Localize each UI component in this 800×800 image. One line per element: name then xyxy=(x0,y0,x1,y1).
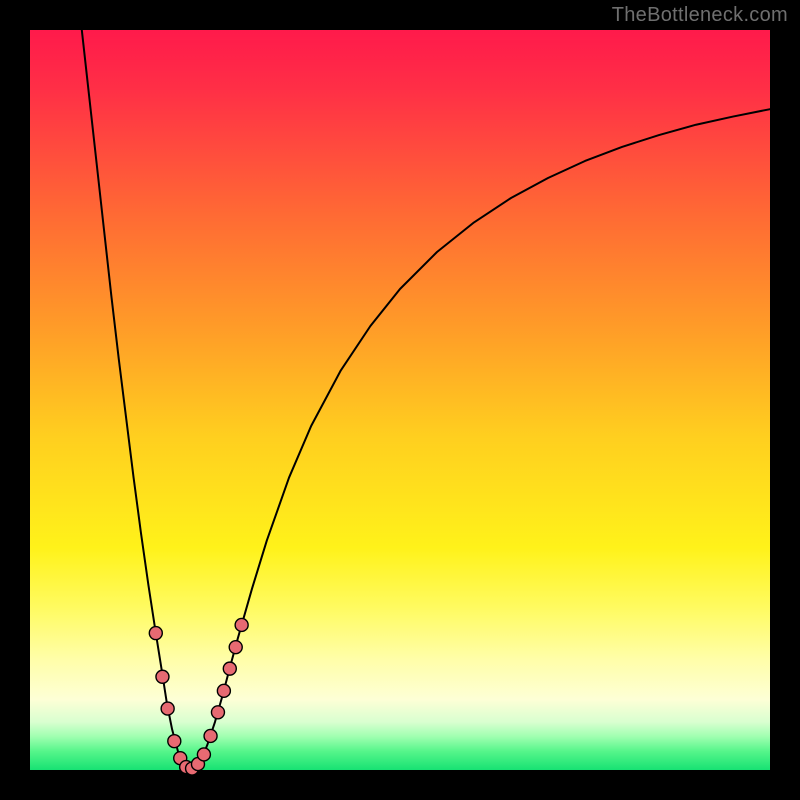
marker-point xyxy=(168,735,181,748)
marker-point xyxy=(211,706,224,719)
marker-point xyxy=(204,729,217,742)
watermark-label: TheBottleneck.com xyxy=(612,4,788,27)
marker-point xyxy=(156,670,169,683)
marker-point xyxy=(161,702,174,715)
plot-area xyxy=(30,30,770,770)
curve-markers xyxy=(149,618,248,775)
marker-point xyxy=(197,748,210,761)
curve-layer xyxy=(30,30,770,770)
bottleneck-curve xyxy=(82,30,770,770)
marker-point xyxy=(229,641,242,654)
marker-point xyxy=(223,662,236,675)
marker-point xyxy=(235,618,248,631)
marker-point xyxy=(149,627,162,640)
marker-point xyxy=(217,684,230,697)
chart-page: TheBottleneck.com xyxy=(0,0,800,800)
